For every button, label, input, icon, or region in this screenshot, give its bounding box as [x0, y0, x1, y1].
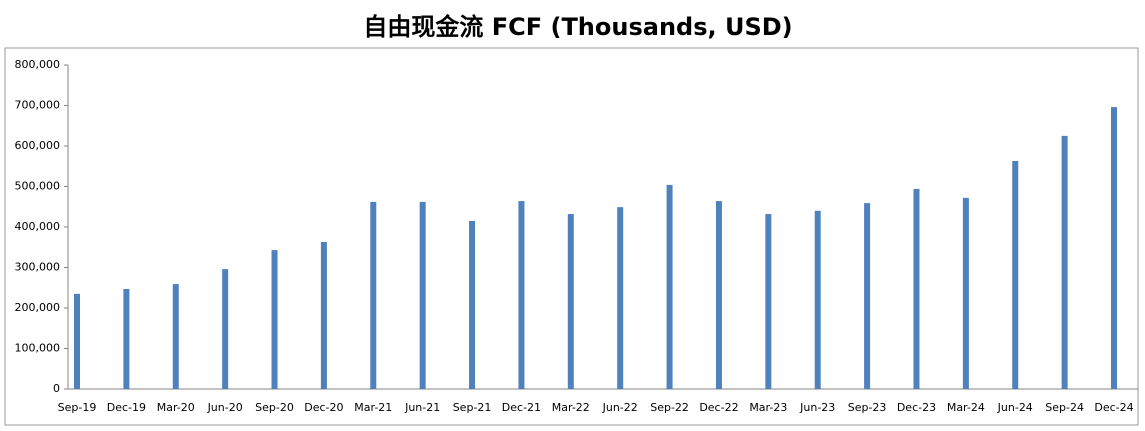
bar — [617, 207, 624, 389]
bar — [913, 188, 920, 389]
y-tick-label: 300,000 — [15, 261, 61, 274]
bar — [123, 288, 130, 389]
x-tick-label: Dec-23 — [897, 401, 936, 414]
bar — [419, 201, 426, 389]
y-tick-label: 500,000 — [15, 180, 61, 193]
x-tick-label: Sep-19 — [58, 401, 97, 414]
y-tick-label: 100,000 — [15, 342, 61, 355]
bar — [74, 293, 80, 389]
x-tick-label: Sep-24 — [1045, 401, 1084, 414]
bar — [765, 214, 772, 389]
y-tick-label: 400,000 — [15, 220, 61, 233]
y-tick-label: 700,000 — [15, 99, 61, 112]
bar — [1061, 135, 1068, 389]
x-tick-label: Jun-24 — [997, 401, 1033, 414]
x-tick-label: Mar-22 — [552, 401, 590, 414]
x-tick-label: Sep-22 — [650, 401, 689, 414]
bar — [518, 201, 525, 389]
y-tick-label: 0 — [53, 382, 60, 395]
bar — [370, 201, 377, 389]
bar — [469, 220, 476, 389]
bar — [864, 203, 871, 389]
x-tick-label: Sep-20 — [255, 401, 294, 414]
bar — [1012, 160, 1019, 389]
x-tick-label: Mar-24 — [947, 401, 985, 414]
bar — [172, 284, 179, 389]
y-tick-label: 800,000 — [15, 58, 61, 71]
bar — [814, 210, 821, 389]
y-tick-label: 600,000 — [15, 139, 61, 152]
x-tick-label: Mar-23 — [749, 401, 787, 414]
x-tick-label: Mar-20 — [157, 401, 195, 414]
x-tick-label: Jun-22 — [602, 401, 638, 414]
x-tick-label: Jun-21 — [404, 401, 440, 414]
x-tick-label: Dec-24 — [1094, 401, 1133, 414]
chart-title: 自由现金流 FCF (Thousands, USD) — [363, 13, 792, 41]
x-tick-label: Sep-21 — [453, 401, 492, 414]
x-tick-label: Dec-21 — [502, 401, 541, 414]
bar — [567, 214, 574, 389]
x-tick-label: Jun-23 — [799, 401, 835, 414]
x-tick-label: Mar-21 — [354, 401, 392, 414]
bar — [320, 241, 327, 389]
x-tick-label: Sep-23 — [848, 401, 887, 414]
x-tick-label: Dec-19 — [107, 401, 146, 414]
bar — [222, 269, 229, 389]
x-tick-label: Dec-20 — [304, 401, 343, 414]
y-tick-label: 200,000 — [15, 301, 61, 314]
x-tick-label: Jun-20 — [207, 401, 243, 414]
bar — [271, 250, 278, 389]
bar — [962, 197, 969, 389]
bar — [1111, 107, 1117, 390]
bar — [666, 184, 673, 389]
x-tick-label: Dec-22 — [699, 401, 738, 414]
bar — [715, 201, 722, 389]
